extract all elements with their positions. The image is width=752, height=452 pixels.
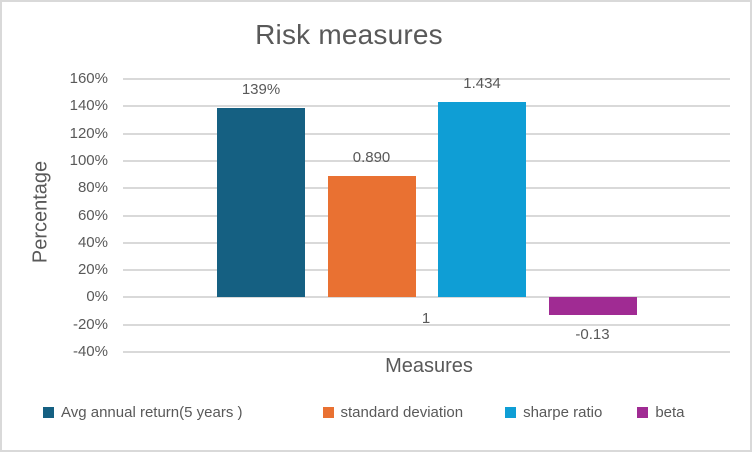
legend-item-label: standard deviation xyxy=(340,403,464,421)
x-axis-category-label: 1 xyxy=(421,310,431,327)
gridline xyxy=(123,241,730,244)
y-tick-label: 0% xyxy=(86,288,108,306)
legend-item: Avg annual return(5 years ) xyxy=(43,404,243,421)
y-tick-label: 160% xyxy=(69,70,108,87)
chart-title: Risk measures xyxy=(255,19,443,50)
legend-item-label: Avg annual return(5 years ) xyxy=(61,403,243,421)
y-tick-label: 40% xyxy=(77,233,108,251)
plot-area: 139% 0.890 1.434 -0.13 xyxy=(123,75,730,353)
bar-avg-annual-return-5-years xyxy=(217,107,305,298)
gridline xyxy=(123,78,730,80)
bar-data-label: 1.434 xyxy=(463,74,501,92)
gridline xyxy=(123,269,730,272)
legend-item: beta xyxy=(637,403,685,421)
legend-color-swatch-icon xyxy=(43,406,54,418)
y-tick-label: -20% xyxy=(72,315,108,333)
legend-item: standard deviation xyxy=(322,403,464,421)
gridline xyxy=(123,132,730,135)
y-tick-label: 140% xyxy=(69,97,108,115)
legend-item-label: sharpe ratio xyxy=(523,403,603,421)
legend-item: sharpe ratio xyxy=(505,404,602,421)
bar-data-label: 139% xyxy=(241,80,281,98)
bar-data-label: 0.890 xyxy=(352,148,391,166)
y-tick-label: 60% xyxy=(77,206,108,224)
gridline xyxy=(123,323,730,326)
gridline xyxy=(123,214,730,217)
bar-beta xyxy=(548,297,637,316)
x-axis-title: Measures xyxy=(385,355,473,377)
legend-color-swatch-icon xyxy=(322,406,334,418)
legend-item-label: beta xyxy=(655,403,685,421)
gridline xyxy=(123,351,730,353)
gridline xyxy=(123,105,730,108)
gridline xyxy=(123,296,730,299)
y-tick-label: -40% xyxy=(72,343,108,360)
bar-sharpe-ratio xyxy=(438,101,526,298)
y-tick-label: 20% xyxy=(77,261,108,279)
y-tick-label: 120% xyxy=(69,124,108,142)
bar-data-label: -0.13 xyxy=(575,326,610,344)
legend-color-swatch-icon xyxy=(505,406,517,418)
legend: Avg annual return(5 years ) standard devi… xyxy=(43,401,685,423)
gridline xyxy=(123,159,730,162)
gridline xyxy=(123,187,730,190)
legend-color-swatch-icon xyxy=(637,406,649,418)
y-tick-label: 100% xyxy=(69,151,108,169)
bar-standard-deviation xyxy=(327,175,416,298)
y-tick-label: 80% xyxy=(77,179,108,197)
